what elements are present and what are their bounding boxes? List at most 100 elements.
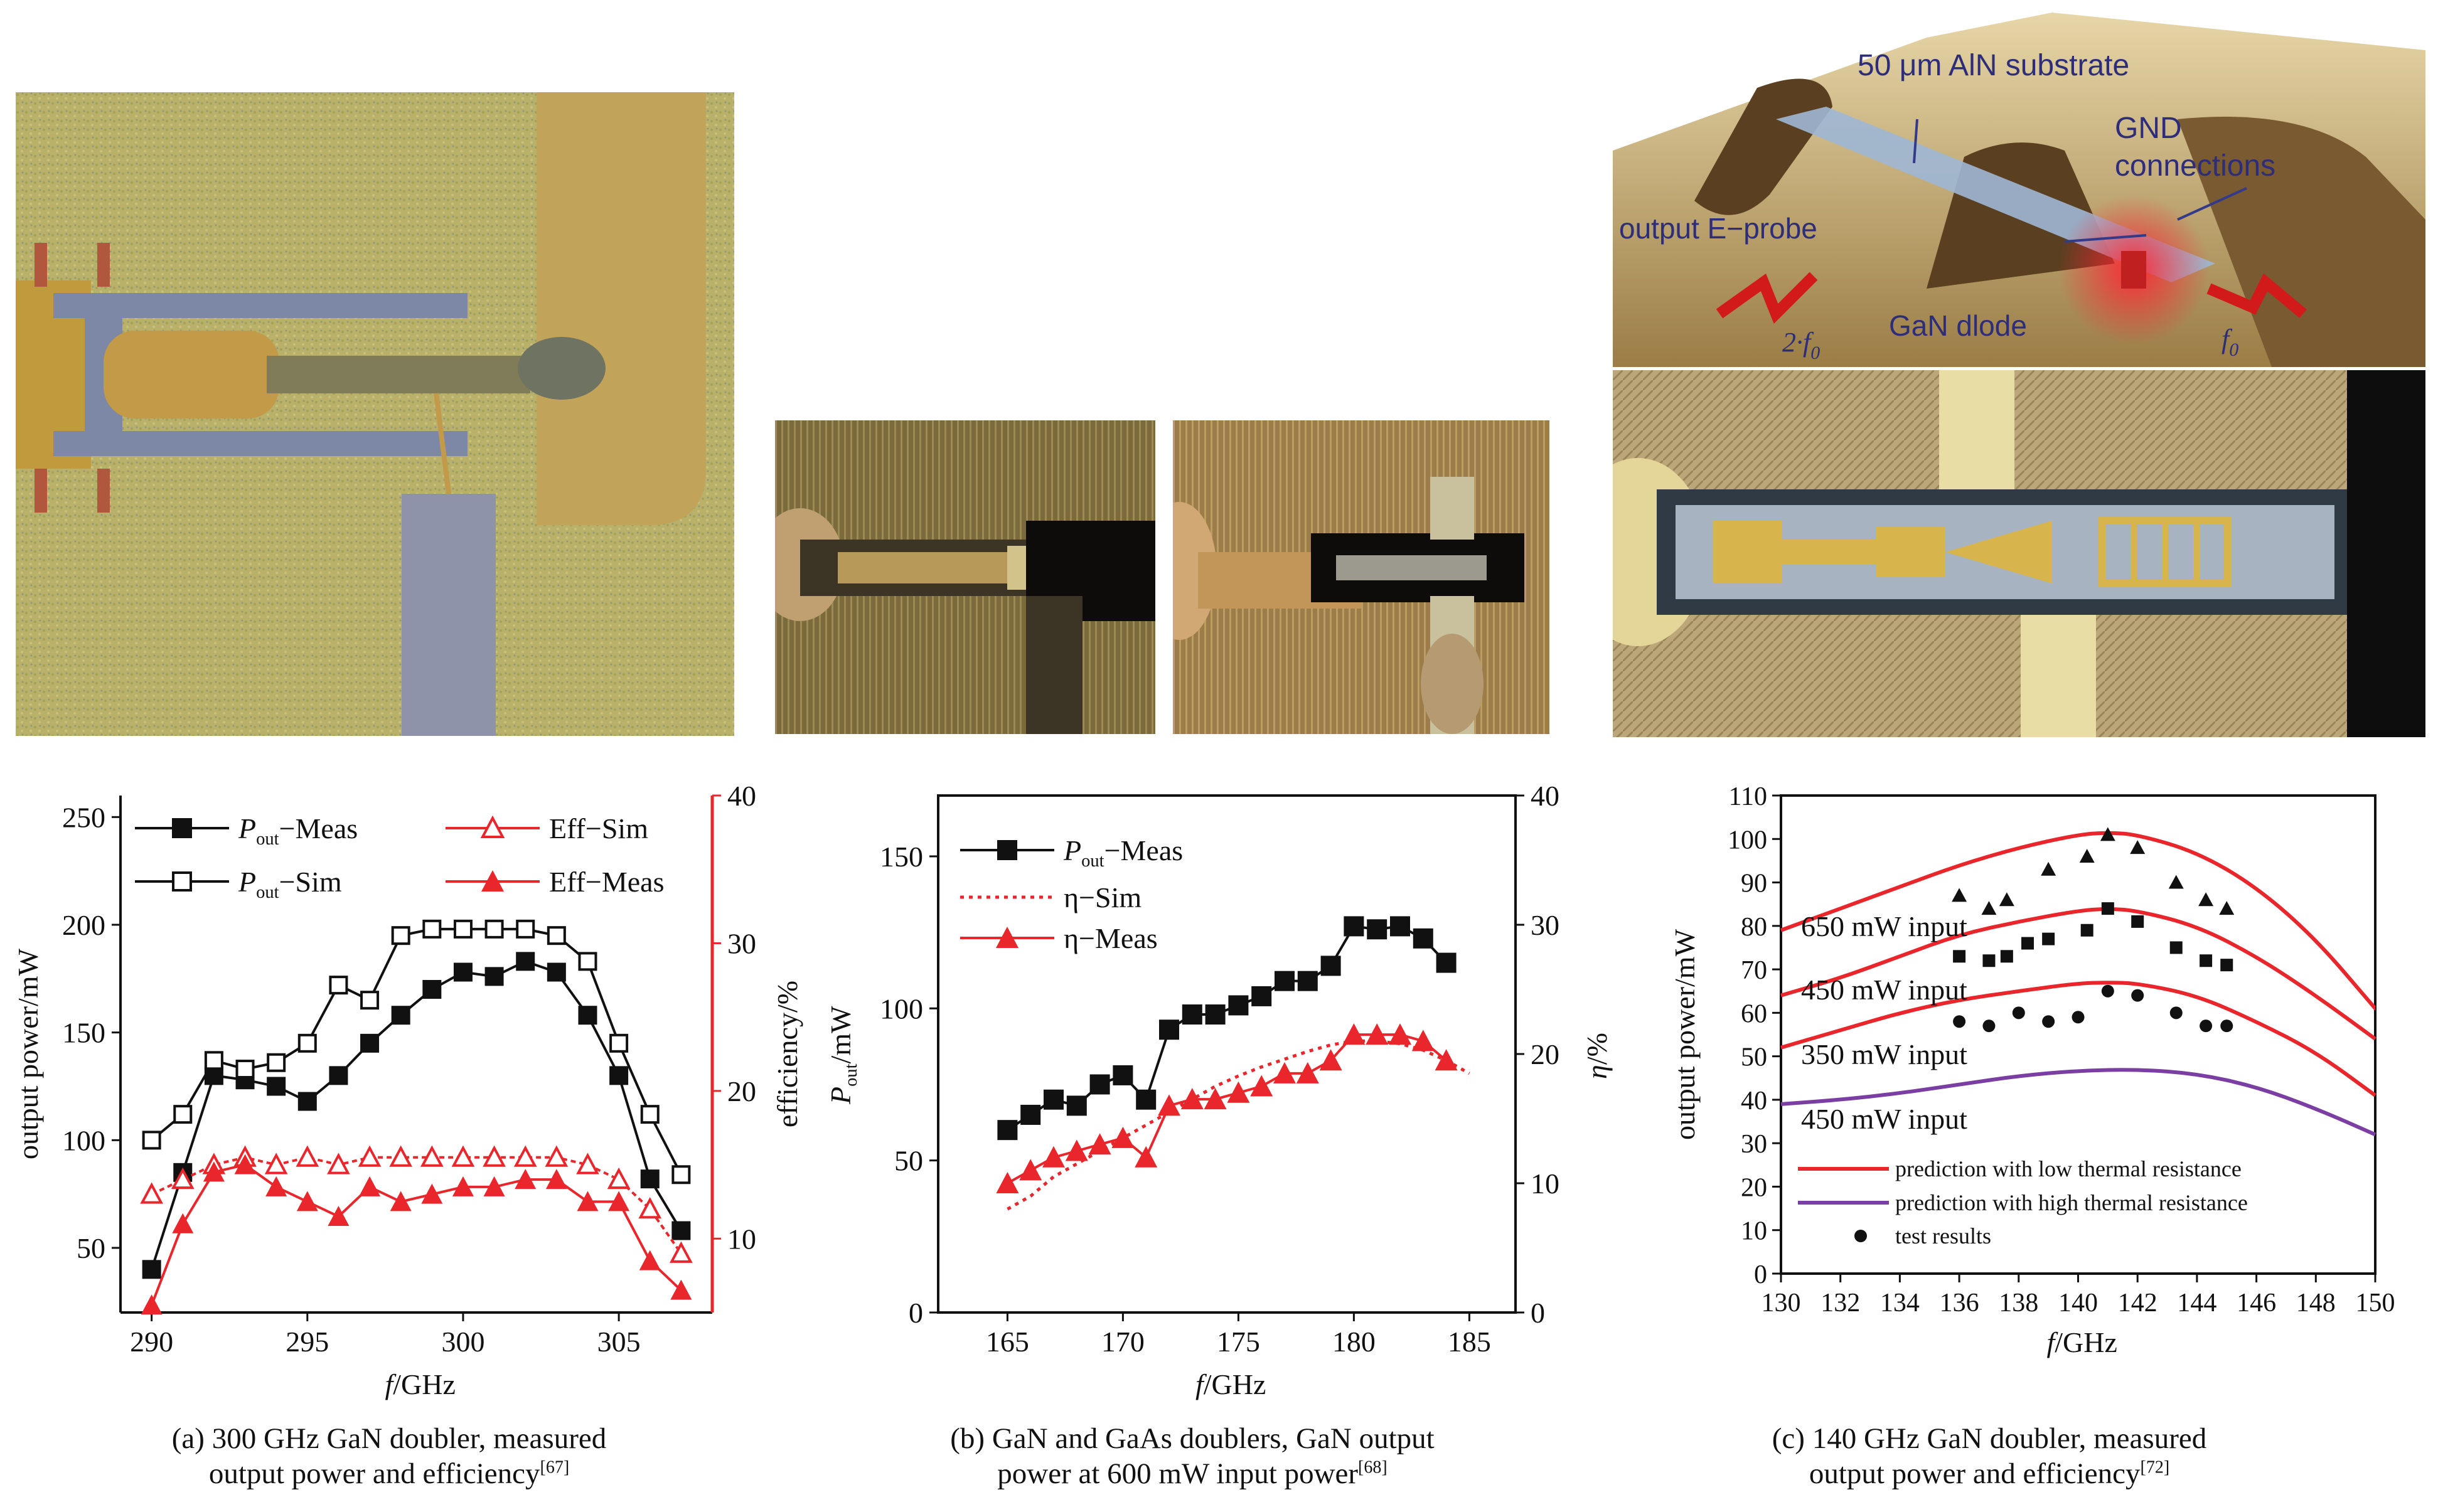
a-point [234, 1154, 256, 1174]
a-point [422, 980, 442, 999]
a-ytick-label: 50 [77, 1232, 105, 1264]
c-test-point [2200, 1020, 2213, 1033]
b-point [1044, 1089, 1064, 1110]
b-point [1088, 1133, 1111, 1155]
a-point [203, 1161, 225, 1182]
caption-c-line2: output power and efficiency[72] [1809, 1457, 2170, 1491]
a-point [513, 1145, 537, 1167]
b-point [1319, 1049, 1342, 1071]
b-point [1390, 916, 1410, 937]
c-test-point [2169, 941, 2183, 954]
c-xtick-label: 134 [1880, 1289, 1920, 1318]
a-point [547, 926, 566, 945]
b-point [1042, 1146, 1065, 1168]
c-frame [1780, 794, 2377, 1275]
b-point [1367, 919, 1387, 940]
c-prediction-curve [1780, 907, 2377, 1041]
b-point [1366, 1023, 1389, 1045]
a-point [670, 1279, 692, 1300]
a-point [297, 1092, 317, 1111]
b-ytick-right-label: 0 [1531, 1297, 1545, 1329]
a-point [390, 1191, 412, 1211]
c-legend-label: prediction with high thermal resistance [1895, 1190, 2248, 1215]
a-ytick-label: 150 [62, 1017, 105, 1049]
a-point [391, 926, 410, 945]
a-point [297, 1033, 317, 1053]
c-xtick-label: 130 [1762, 1289, 1801, 1318]
c-ytick-label: 110 [1729, 782, 1767, 811]
b-point [1089, 1074, 1110, 1095]
a-legend-label: Pout−Sim [238, 866, 342, 902]
a-ylabel: output power/mW [12, 948, 44, 1159]
photo-gan-doubler [775, 420, 1155, 734]
c-ytick-label: 40 [1741, 1087, 1767, 1115]
a-legend-marker [172, 871, 192, 892]
b-frame [937, 794, 1517, 1314]
a-ylabel-right: efficiency/% [771, 981, 803, 1127]
a-point [671, 1165, 691, 1185]
c-ytick-label: 60 [1741, 999, 1767, 1028]
a-point [453, 919, 473, 939]
a-point [453, 962, 473, 982]
b-point [1020, 1104, 1041, 1125]
c-test-point [2012, 1006, 2025, 1020]
b-xtick-label: 165 [986, 1326, 1029, 1358]
a-point [577, 1191, 599, 1211]
a-series-line [151, 927, 683, 1176]
a-point [329, 1066, 348, 1085]
c-ytick-label: 100 [1728, 826, 1767, 854]
photo-140ghz-3d-model: 50 μm AlN substrate GND connections outp… [1613, 13, 2425, 367]
a-point [173, 1163, 193, 1182]
a-point [267, 1077, 286, 1096]
a-point [576, 1153, 599, 1174]
b-point [1342, 1023, 1366, 1045]
b-point [1413, 928, 1433, 949]
c-test-point [2131, 989, 2144, 1002]
c-test-point [2079, 848, 2095, 863]
c-ytick-label: 50 [1741, 1043, 1767, 1072]
caption-c: (c) 140 GHz GaN doubler, measured output… [1632, 1421, 2347, 1492]
c-ytick-label: 0 [1754, 1260, 1767, 1289]
c-test-point [2130, 840, 2146, 854]
c-xlabel: f/GHz [2047, 1326, 2117, 1358]
c-xtick-label: 140 [2058, 1289, 2098, 1318]
b-point [1250, 1075, 1273, 1097]
c-xtick-label: 144 [2177, 1289, 2216, 1318]
a-ytick-right-label: 20 [727, 1075, 756, 1107]
a-point [484, 967, 504, 986]
b-xtick-label: 185 [1448, 1326, 1491, 1358]
b-ytick-right-label: 40 [1531, 780, 1559, 812]
a-point [233, 1145, 257, 1167]
a-legend-label: Eff−Meas [549, 866, 664, 898]
b-point [1411, 1030, 1435, 1051]
a-xtick-label: 305 [597, 1326, 641, 1358]
a-point [607, 1167, 631, 1190]
c-xtick-label: 142 [2118, 1289, 2157, 1318]
c-test-point [2000, 950, 2013, 963]
a-point [141, 1294, 163, 1315]
b-point [1158, 1094, 1180, 1116]
c-test-point [1953, 950, 1966, 963]
b-point [1273, 1062, 1296, 1083]
a-xtick-label: 300 [441, 1326, 484, 1358]
c-ytick-label: 30 [1741, 1130, 1767, 1159]
c-prediction-curve [1780, 831, 2377, 1010]
a-ytick-right-label: 10 [727, 1223, 756, 1255]
a-point [484, 919, 504, 939]
a-ytick-right-label: 40 [727, 780, 756, 812]
a-point [235, 1060, 255, 1079]
b-ylabel-right: η/% [1581, 1033, 1613, 1079]
c-ytick-label: 90 [1741, 870, 1767, 898]
b-point [1228, 995, 1249, 1016]
a-point [202, 1153, 226, 1174]
caption-b-line2: power at 600 mW input power[68] [997, 1457, 1387, 1491]
b-ytick-right-label: 10 [1531, 1168, 1559, 1200]
b-ylabel: Pout/mW [825, 1006, 861, 1105]
b-point [1296, 1062, 1319, 1083]
label-gnd: GND [2115, 112, 2182, 145]
c-ytick-label: 10 [1741, 1217, 1767, 1246]
b-xtick-label: 170 [1101, 1326, 1145, 1358]
c-prediction-curve [1780, 981, 2377, 1097]
a-point [359, 1176, 381, 1196]
c-legend-marker [1854, 1230, 1867, 1242]
